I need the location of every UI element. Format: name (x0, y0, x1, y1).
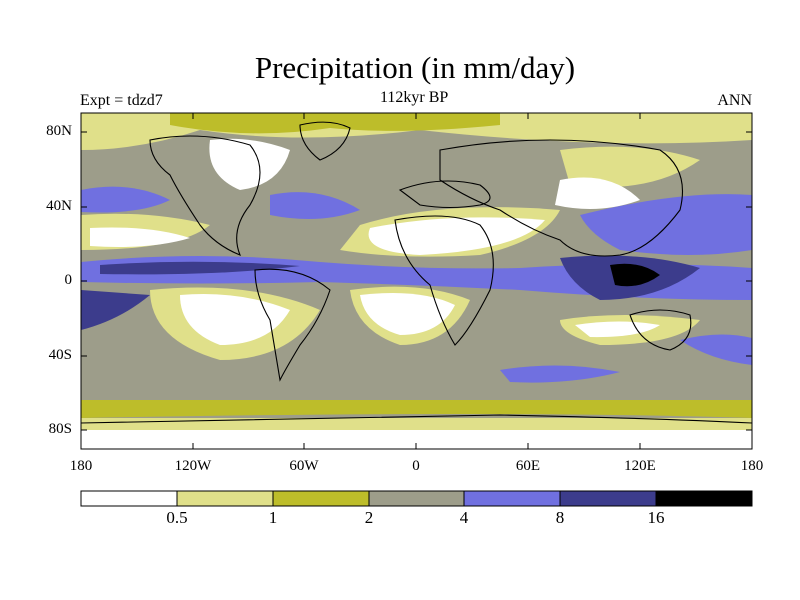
colorbar-label-16: 16 (647, 508, 665, 527)
season-label: ANN (717, 92, 752, 109)
axis-ticks (81, 113, 752, 449)
colorbar-box-7 (655, 490, 753, 507)
colorbar-label-4: 4 (459, 508, 469, 527)
colorbar-box-1 (80, 490, 178, 507)
lat-label-80n: 80N (46, 123, 72, 139)
colorbar-label-2: 2 (364, 508, 374, 527)
lat-label-40n: 40N (46, 198, 72, 214)
colorbar-box-2 (176, 490, 274, 507)
experiment-label: Expt = tdzd7 (80, 92, 163, 109)
lon-label-120w: 120W (174, 458, 212, 474)
colorbar-label-1: 1 (268, 508, 278, 527)
precipitation-field (81, 113, 752, 449)
lon-label-60w: 60W (289, 458, 319, 474)
colorbar-box-5 (463, 490, 561, 507)
lat-label-40s: 40S (48, 347, 72, 363)
colorbar-label-0-5: 0.5 (166, 508, 188, 527)
map-title: Precipitation (in mm/day) (254, 50, 576, 85)
colorbar-box-6 (559, 490, 657, 507)
colorbar-label-8: 8 (555, 508, 565, 527)
lon-label-180w: 180 (69, 458, 93, 474)
lon-label-120e: 120E (624, 458, 656, 474)
colorbar (80, 490, 753, 507)
colorbar-box-4 (368, 490, 465, 507)
lon-label-180e: 180 (740, 458, 764, 474)
colorbar-box-3 (272, 490, 370, 507)
map-subtitle: 112kyr BP (380, 89, 449, 106)
lat-label-80s: 80S (48, 421, 72, 437)
lon-label-0: 0 (412, 458, 420, 474)
lat-label-0: 0 (64, 272, 73, 288)
lon-label-60e: 60E (515, 458, 541, 474)
